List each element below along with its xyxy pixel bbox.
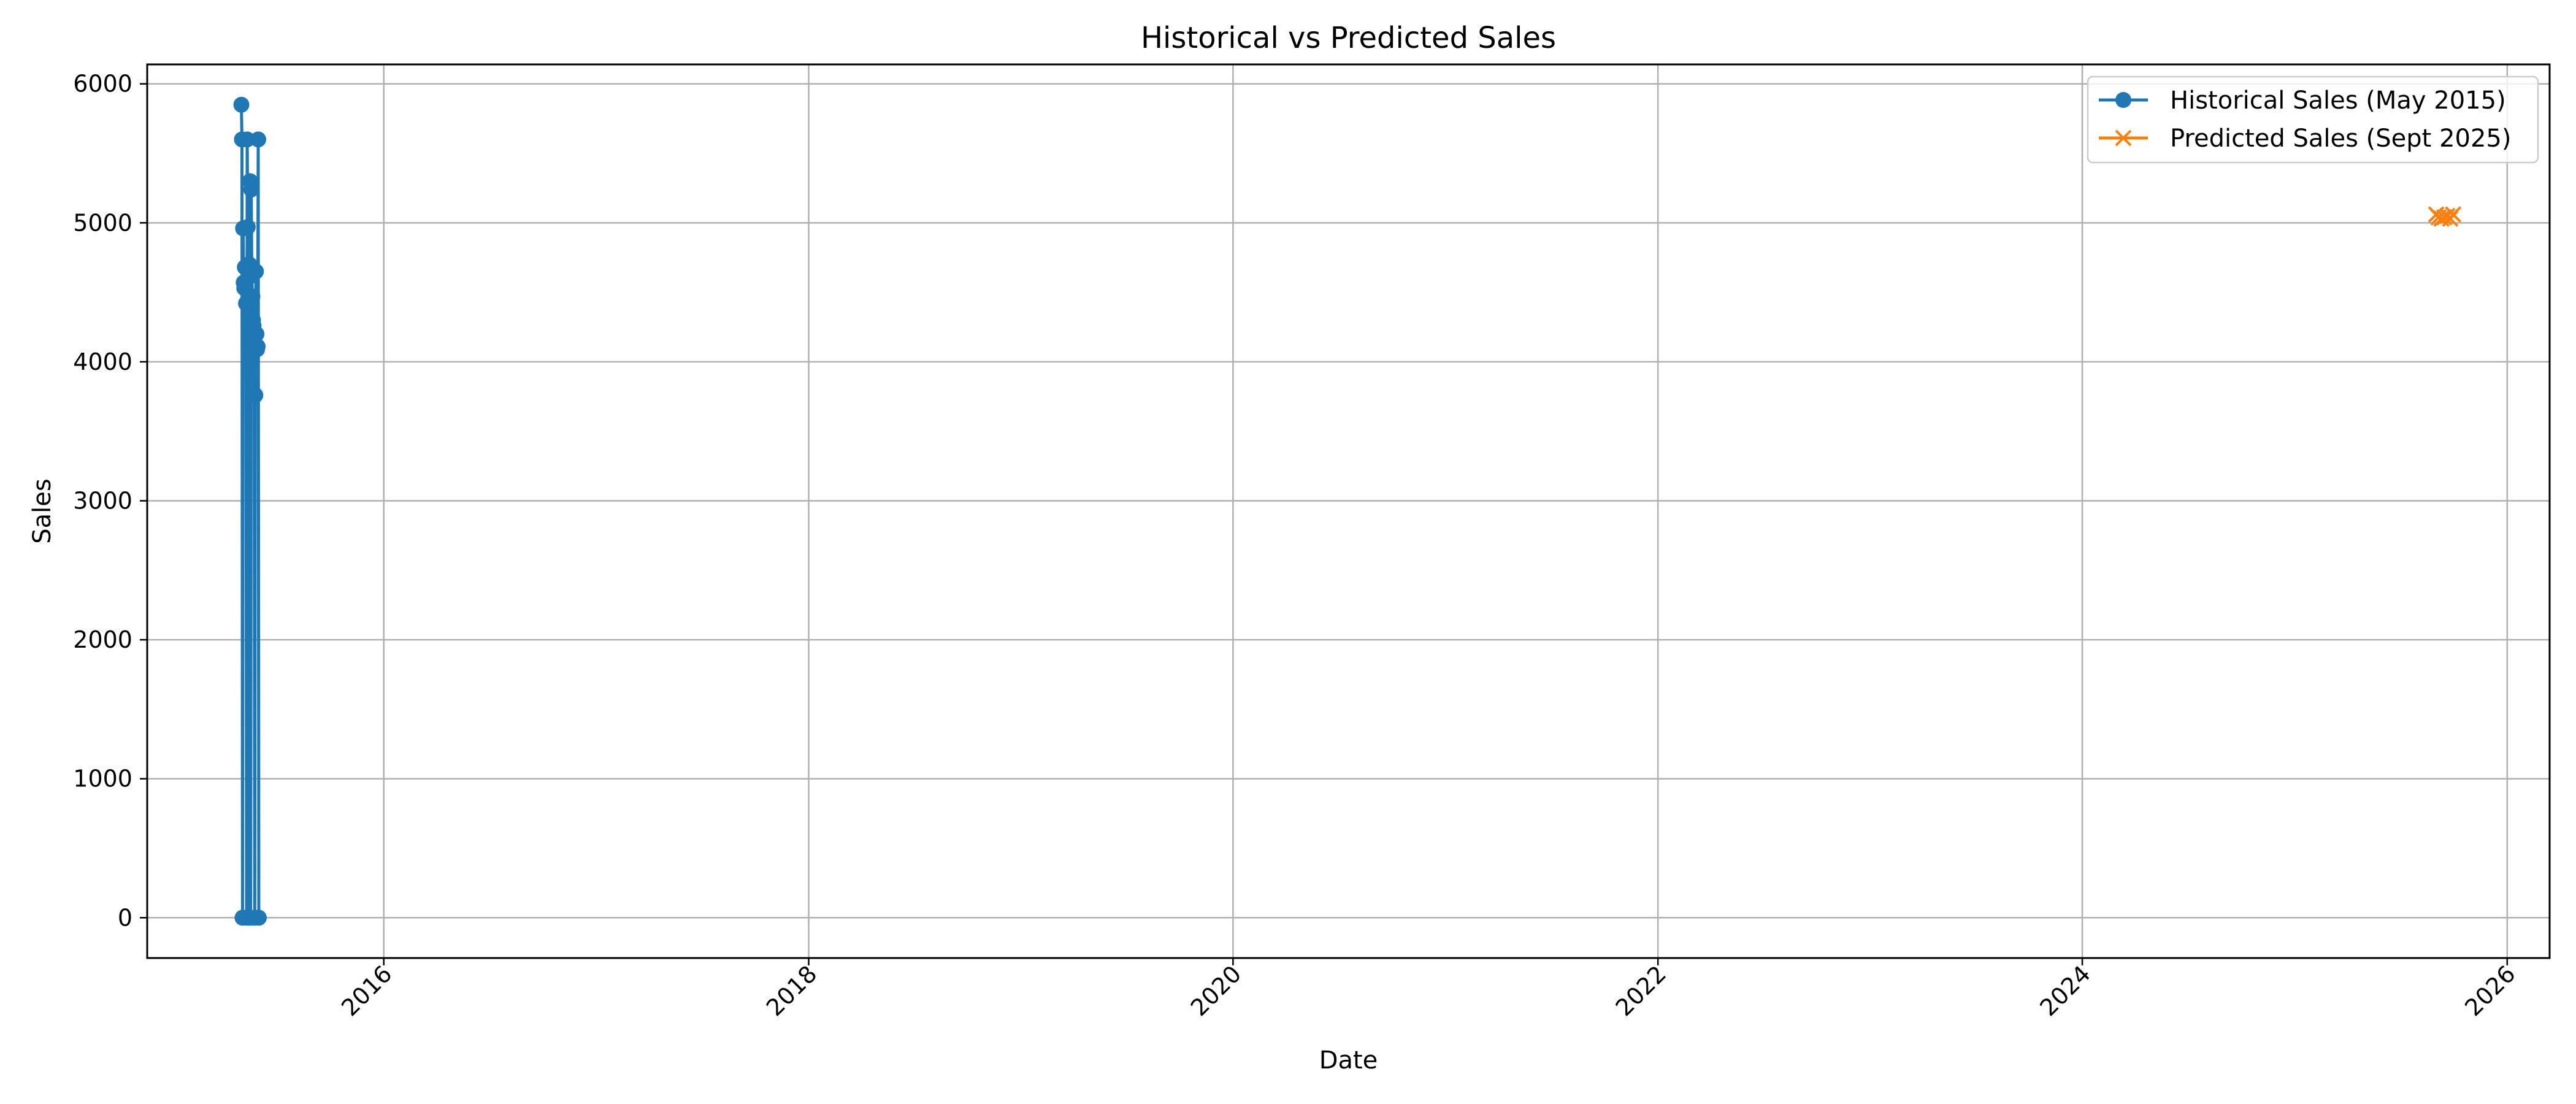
data-point [243, 181, 259, 197]
data-point [250, 131, 267, 148]
y-tick-label: 3000 [73, 488, 132, 515]
grid [147, 64, 2550, 958]
legend-box [2087, 75, 2539, 164]
x-axis-label: Date [1319, 1046, 1378, 1075]
legend-marker-historical [2115, 92, 2131, 108]
legend-label-predicted: Predicted Sales (Sept 2025) [2170, 125, 2511, 153]
data-point [239, 131, 256, 148]
legend-label-historical: Historical Sales (May 2015) [2170, 86, 2506, 115]
legend: Historical Sales (May 2015) Predicted Sa… [2087, 75, 2539, 164]
y-tick-label: 0 [118, 904, 132, 931]
series-predicted [2428, 206, 2462, 227]
legend-marker-predicted [2115, 129, 2132, 147]
series-historical [233, 96, 267, 926]
plot-frame [146, 63, 2551, 959]
data-point [248, 263, 264, 280]
data-point [239, 219, 256, 236]
y-tick-label: 2000 [73, 626, 132, 653]
data-point [244, 288, 261, 305]
data-point [250, 338, 266, 355]
data-point [248, 326, 265, 342]
data-point [250, 910, 267, 926]
series-layer [233, 96, 2462, 926]
data-point [233, 96, 250, 113]
data-point [2445, 206, 2462, 223]
y-tick-label: 4000 [73, 348, 132, 375]
y-tick-label: 1000 [73, 765, 132, 792]
y-tick-label: 5000 [73, 209, 132, 236]
y-axis-label: Sales [28, 478, 56, 543]
chart-title: Historical vs Predicted Sales [1141, 21, 1556, 55]
y-tick-label: 6000 [73, 71, 132, 98]
data-point [247, 387, 264, 404]
